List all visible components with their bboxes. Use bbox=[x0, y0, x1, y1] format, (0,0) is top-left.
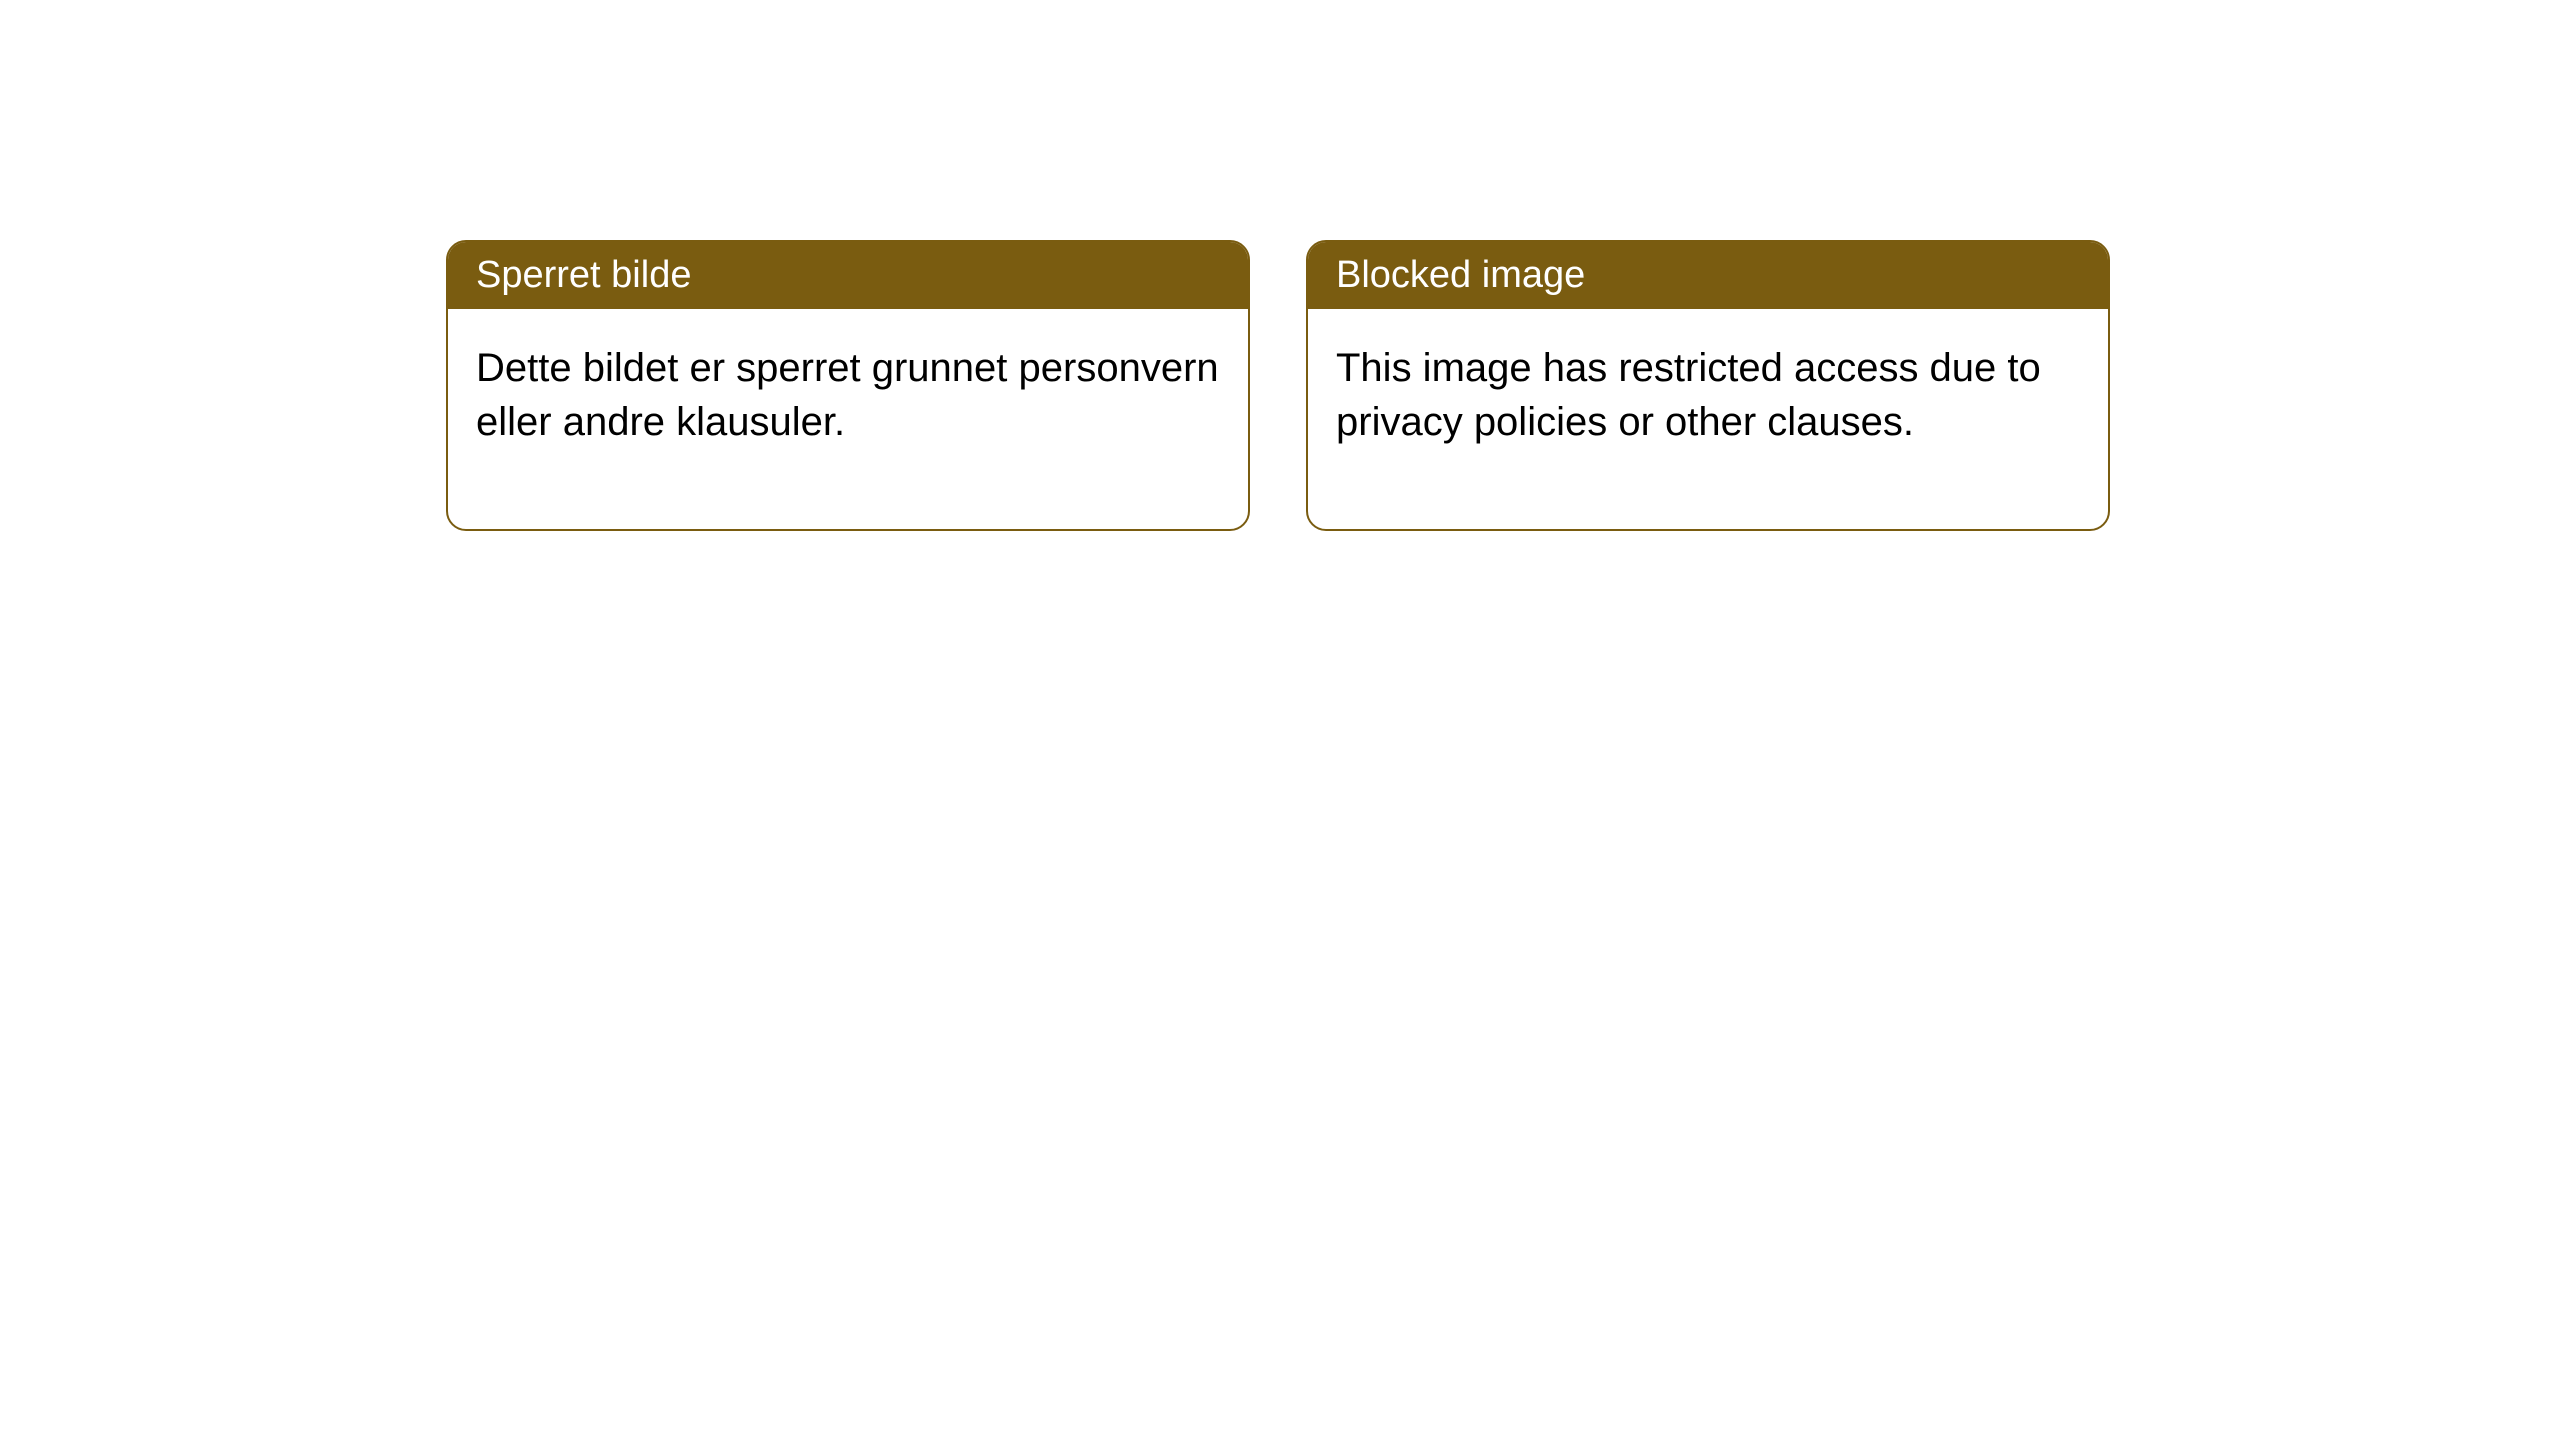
notice-card-header: Blocked image bbox=[1308, 242, 2108, 309]
notice-card-body: This image has restricted access due to … bbox=[1308, 309, 2108, 529]
notice-container: Sperret bilde Dette bildet er sperret gr… bbox=[0, 0, 2560, 531]
notice-card-header: Sperret bilde bbox=[448, 242, 1248, 309]
notice-card-body: Dette bildet er sperret grunnet personve… bbox=[448, 309, 1248, 529]
notice-card-en: Blocked image This image has restricted … bbox=[1306, 240, 2110, 531]
notice-card-no: Sperret bilde Dette bildet er sperret gr… bbox=[446, 240, 1250, 531]
